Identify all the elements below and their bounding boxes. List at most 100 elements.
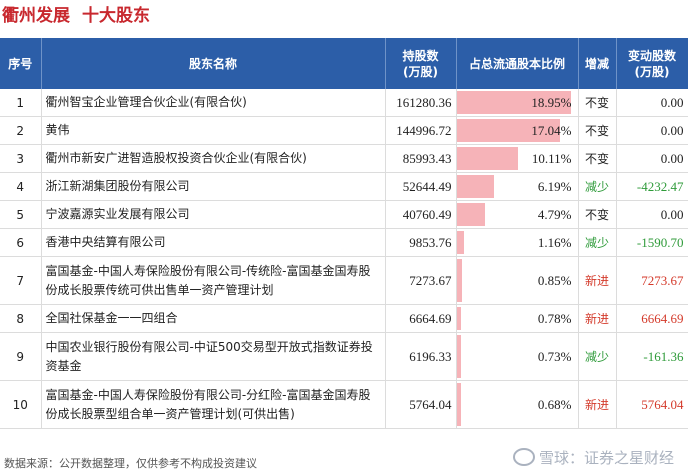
ratio-value: 0.78% xyxy=(537,310,572,326)
table-row: 10 富国基金-中国人寿保险股份有限公司-分红险-富国基金国寿股份成长股票型组合单… xyxy=(0,380,688,429)
cell-shares: 9853.76 xyxy=(385,228,457,257)
watermark-text: 雪球：证券之星财经 xyxy=(538,449,674,467)
table-row: 8 全国社保基金一一四组合 6664.69 0.78% 新进 6664.69 xyxy=(0,304,688,333)
cell-change: 不变 xyxy=(578,200,617,229)
cell-name: 全国社保基金一一四组合 xyxy=(41,304,386,333)
ratio-bar xyxy=(456,147,518,170)
table-row: 6 香港中央结算有限公司 9853.76 1.16% 减少 -1590.70 xyxy=(0,228,688,257)
cell-delta: -4232.47 xyxy=(616,172,688,201)
page-title: 衢州发展 十大股东 xyxy=(2,1,150,27)
table-row: 9 中国农业银行股份有限公司-中证500交易型开放式指数证券投资基金 6196.33… xyxy=(0,332,688,381)
watermark: 雪球：证券之星财经 xyxy=(512,447,674,468)
ratio-value: 17.04% xyxy=(531,122,572,138)
cell-seq: 1 xyxy=(0,89,42,117)
ratio-bar xyxy=(456,203,486,226)
company-name: 衢州发展 xyxy=(2,6,70,26)
cell-shares: 5764.04 xyxy=(385,380,457,429)
header-seq: 序号 xyxy=(0,38,42,89)
cell-change: 新进 xyxy=(578,380,617,429)
cell-seq: 3 xyxy=(0,144,42,173)
cell-name: 富国基金-中国人寿保险股份有限公司-传统险-富国基金国寿股份成长股票传统可供出售… xyxy=(41,256,386,305)
cell-name: 中国农业银行股份有限公司-中证500交易型开放式指数证券投资基金 xyxy=(41,332,386,381)
ratio-bar xyxy=(456,307,462,330)
cell-shares: 52644.49 xyxy=(385,172,457,201)
cell-seq: 7 xyxy=(0,256,42,305)
ratio-bar xyxy=(456,335,461,378)
ratio-bar xyxy=(456,91,572,114)
cell-shares: 161280.36 xyxy=(385,89,457,117)
table-row: 2 黄伟 144996.72 17.04% 不变 0.00 xyxy=(0,116,688,145)
ratio-bar xyxy=(456,231,464,254)
header-delta: 变动股数 (万股) xyxy=(616,38,688,89)
cell-seq: 9 xyxy=(0,332,42,381)
ratio-value: 18.95% xyxy=(531,94,572,110)
snowball-logo-icon xyxy=(512,448,535,466)
cell-seq: 6 xyxy=(0,228,42,257)
cell-delta: 5764.04 xyxy=(616,380,688,429)
cell-shares: 40760.49 xyxy=(385,200,457,229)
cell-delta: 0.00 xyxy=(616,116,688,145)
ratio-value: 10.11% xyxy=(531,150,572,166)
cell-seq: 5 xyxy=(0,200,42,229)
cell-ratio: 1.16% xyxy=(456,228,579,257)
cell-shares: 144996.72 xyxy=(385,116,457,145)
ratio-bar xyxy=(456,259,462,302)
ratio-bar xyxy=(456,383,461,426)
shareholders-table: 序号 股东名称 持股数 (万股) 占总流通股本比例 增减 变动股数 (万股) 1… xyxy=(0,38,688,429)
cell-name: 衢州智宝企业管理合伙企业(有限合伙) xyxy=(41,89,386,117)
cell-name: 富国基金-中国人寿保险股份有限公司-分红险-富国基金国寿股份成长股票型组合单一资… xyxy=(41,380,386,429)
cell-change: 新进 xyxy=(578,304,617,333)
cell-seq: 4 xyxy=(0,172,42,201)
ratio-value: 1.16% xyxy=(537,234,572,250)
data-source-note: 数据来源：公开数据整理，仅供参考不构成投资建议 xyxy=(4,457,257,470)
cell-change: 不变 xyxy=(578,144,617,173)
header-ratio: 占总流通股本比例 xyxy=(456,38,579,89)
cell-delta: 0.00 xyxy=(616,200,688,229)
cell-ratio: 17.04% xyxy=(456,116,579,145)
cell-seq: 10 xyxy=(0,380,42,429)
cell-ratio: 0.78% xyxy=(456,304,579,333)
table-header-row: 序号 股东名称 持股数 (万股) 占总流通股本比例 增减 变动股数 (万股) xyxy=(0,38,688,89)
cell-ratio: 10.11% xyxy=(456,144,579,173)
cell-ratio: 4.79% xyxy=(456,200,579,229)
table-row: 7 富国基金-中国人寿保险股份有限公司-传统险-富国基金国寿股份成长股票传统可供出… xyxy=(0,256,688,305)
cell-shares: 7273.67 xyxy=(385,256,457,305)
ratio-value: 0.68% xyxy=(537,396,572,412)
ratio-bar xyxy=(456,175,494,198)
cell-shares: 6196.33 xyxy=(385,332,457,381)
cell-change: 不变 xyxy=(578,89,617,117)
cell-ratio: 0.73% xyxy=(456,332,579,381)
cell-name: 宁波嘉源实业发展有限公司 xyxy=(41,200,386,229)
table-row: 3 衢州市新安广进智造股权投资合伙企业(有限合伙) 85993.43 10.11% 不变… xyxy=(0,144,688,173)
cell-delta: 7273.67 xyxy=(616,256,688,305)
table-row: 1 衢州智宝企业管理合伙企业(有限合伙) 161280.36 18.95% 不变 0.00 xyxy=(0,89,688,117)
cell-ratio: 0.85% xyxy=(456,256,579,305)
table-row: 5 宁波嘉源实业发展有限公司 40760.49 4.79% 不变 0.00 xyxy=(0,200,688,229)
cell-seq: 2 xyxy=(0,116,42,145)
cell-delta: -1590.70 xyxy=(616,228,688,257)
cell-ratio: 0.68% xyxy=(456,380,579,429)
header-shares: 持股数 (万股) xyxy=(385,38,457,89)
cell-name: 浙江新湖集团股份有限公司 xyxy=(41,172,386,201)
cell-shares: 85993.43 xyxy=(385,144,457,173)
cell-delta: -161.36 xyxy=(616,332,688,381)
cell-seq: 8 xyxy=(0,304,42,333)
cell-name: 黄伟 xyxy=(41,116,386,145)
cell-change: 新进 xyxy=(578,256,617,305)
cell-change: 减少 xyxy=(578,332,617,381)
cell-delta: 0.00 xyxy=(616,144,688,173)
ratio-value: 4.79% xyxy=(537,206,572,222)
header-change: 增减 xyxy=(578,38,617,89)
ratio-value: 0.85% xyxy=(537,272,572,288)
cell-name: 香港中央结算有限公司 xyxy=(41,228,386,257)
page-subtitle: 十大股东 xyxy=(82,6,150,26)
header-name: 股东名称 xyxy=(41,38,386,89)
ratio-bar xyxy=(456,119,560,142)
cell-change: 减少 xyxy=(578,172,617,201)
cell-name: 衢州市新安广进智造股权投资合伙企业(有限合伙) xyxy=(41,144,386,173)
cell-delta: 0.00 xyxy=(616,89,688,117)
cell-change: 不变 xyxy=(578,116,617,145)
cell-ratio: 18.95% xyxy=(456,89,579,117)
ratio-value: 6.19% xyxy=(537,178,572,194)
cell-change: 减少 xyxy=(578,228,617,257)
